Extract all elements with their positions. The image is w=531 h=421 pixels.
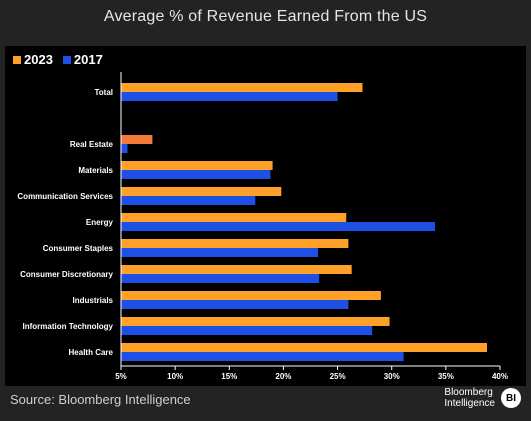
x-tick-label: 25% bbox=[330, 372, 346, 381]
bar-2023-communication-services bbox=[121, 187, 282, 196]
legend-item-2023: 2023 bbox=[13, 52, 53, 67]
legend-label-2023: 2023 bbox=[24, 52, 53, 67]
bar-2017-total bbox=[121, 92, 338, 101]
bar-2023-consumer-staples bbox=[121, 239, 349, 248]
bar-2023-health-care bbox=[121, 343, 488, 352]
bar-2023-industrials bbox=[121, 291, 381, 300]
category-label-total: Total bbox=[94, 88, 113, 97]
bar-2017-materials bbox=[121, 170, 271, 179]
bar-2017-energy bbox=[121, 222, 436, 231]
bar-chart: Total Real Estate Materials Communication S… bbox=[17, 72, 508, 381]
bar-2017-real-estate bbox=[121, 144, 128, 153]
bar-2023-energy bbox=[121, 213, 347, 222]
brand: Bloomberg Intelligence BI bbox=[444, 387, 521, 409]
bar-2023-consumer-discretionary bbox=[121, 265, 352, 274]
category-label-consumer-discretionary: Consumer Discretionary bbox=[20, 270, 113, 279]
category-label-consumer-staples: Consumer Staples bbox=[43, 244, 114, 253]
x-tick-label: 5% bbox=[115, 372, 127, 381]
bar-2023-total bbox=[121, 83, 363, 92]
legend-item-2017: 2017 bbox=[62, 52, 103, 67]
x-tick-label: 10% bbox=[167, 372, 183, 381]
category-label-energy: Energy bbox=[86, 218, 114, 227]
legend-swatch-2017 bbox=[62, 55, 71, 64]
category-label-information-technology: Information Technology bbox=[22, 322, 113, 331]
chart-title: Average % of Revenue Earned From the US bbox=[103, 8, 428, 25]
category-label-real-estate: Real Estate bbox=[70, 140, 114, 149]
category-label-communication-services: Communication Services bbox=[17, 192, 113, 201]
bar-2017-industrials bbox=[121, 300, 349, 309]
bar-2017-communication-services bbox=[121, 196, 256, 205]
bar-2023-real-estate bbox=[121, 135, 153, 144]
x-tick-label: 20% bbox=[275, 372, 291, 381]
bar-2017-consumer-staples bbox=[121, 248, 319, 257]
legend: 2023 2017 bbox=[13, 52, 103, 67]
x-tick-label: 15% bbox=[221, 372, 237, 381]
x-tick-label: 40% bbox=[492, 372, 508, 381]
legend-swatch-2023 bbox=[13, 55, 21, 64]
x-tick-label: 30% bbox=[384, 372, 400, 381]
brand-line1: Bloomberg bbox=[444, 387, 493, 398]
bar-2023-information-technology bbox=[121, 317, 390, 326]
chart-panel: 2023 2017 Total Real Estate Materials Commu… bbox=[5, 46, 526, 386]
category-label-materials: Materials bbox=[78, 166, 113, 175]
category-label-industrials: Industrials bbox=[73, 296, 114, 305]
legend-label-2017: 2017 bbox=[73, 52, 103, 67]
bar-2017-consumer-discretionary bbox=[121, 274, 320, 283]
bi-logo-icon: BI bbox=[501, 388, 521, 408]
source-note: Source: Bloomberg Intelligence bbox=[10, 392, 191, 407]
bar-2017-health-care bbox=[121, 352, 404, 361]
brand-text: Bloomberg Intelligence bbox=[444, 387, 495, 409]
bar-2017-information-technology bbox=[121, 326, 373, 335]
brand-line2: Intelligence bbox=[444, 398, 495, 409]
x-tick-label: 35% bbox=[438, 372, 454, 381]
category-label-health-care: Health Care bbox=[69, 348, 114, 357]
bar-2023-materials bbox=[121, 161, 273, 170]
